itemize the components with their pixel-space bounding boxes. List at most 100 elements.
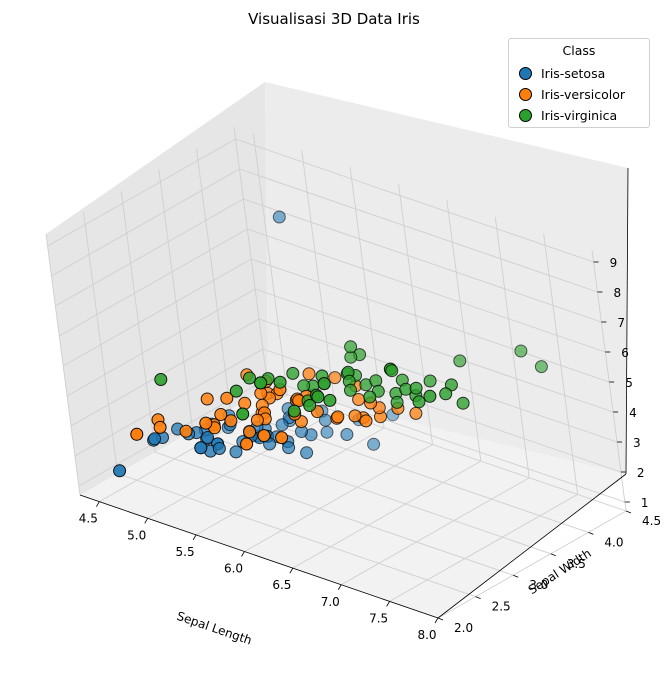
data-point-iris-virginica bbox=[311, 390, 325, 404]
data-point-iris-setosa bbox=[212, 442, 226, 455]
y-tick-label: 4.5 bbox=[642, 514, 661, 528]
y-tick-label: 3.5 bbox=[567, 557, 586, 571]
x-tick-label: 6.5 bbox=[272, 578, 291, 592]
z-axis-line bbox=[625, 167, 629, 475]
x-tick-label: 7.0 bbox=[321, 595, 340, 609]
data-points bbox=[113, 210, 548, 478]
z-tick-label: 9 bbox=[610, 256, 618, 270]
data-point-iris-versicolor bbox=[250, 413, 264, 427]
data-point-iris-setosa bbox=[229, 445, 243, 459]
data-point-iris-virginica bbox=[390, 395, 404, 409]
data-point-iris-versicolor bbox=[130, 427, 144, 441]
x-tick-label: 5.0 bbox=[127, 528, 146, 542]
x-tick-mark bbox=[434, 617, 439, 624]
data-point-iris-versicolor bbox=[409, 406, 423, 420]
x-tick-mark bbox=[241, 551, 245, 557]
y-axis-line bbox=[437, 473, 627, 619]
legend-label-setosa: Iris-setosa bbox=[541, 65, 606, 81]
z-tick-label: 2 bbox=[637, 466, 645, 480]
data-point-iris-virginica bbox=[534, 360, 548, 374]
legend-item-virginica: Iris-virginica bbox=[519, 105, 617, 125]
z-grid-line bbox=[247, 228, 606, 353]
data-point-iris-setosa bbox=[320, 425, 334, 439]
z-grid-line bbox=[55, 198, 244, 307]
data-point-iris-virginica bbox=[286, 366, 300, 380]
y-tick-mark bbox=[437, 617, 444, 621]
x-grid-line bbox=[244, 444, 433, 552]
z-tick-label: 4 bbox=[629, 406, 637, 420]
data-point-iris-versicolor bbox=[240, 437, 254, 451]
y-grid-line bbox=[195, 148, 231, 410]
legend-label-versicolor: Iris-versicolor bbox=[541, 86, 625, 102]
y-grid-line bbox=[120, 191, 156, 453]
x-tick-mark bbox=[96, 501, 100, 507]
data-point-iris-virginica bbox=[344, 383, 357, 397]
data-point-iris-virginica bbox=[412, 395, 426, 409]
z-grid-line bbox=[59, 228, 248, 337]
y-axis-label: Sepal Width bbox=[526, 546, 594, 597]
y-grid-line bbox=[192, 430, 551, 555]
x-axis-line bbox=[79, 494, 439, 619]
z-tick-label: 1 bbox=[641, 496, 649, 510]
data-point-iris-virginica bbox=[423, 389, 437, 403]
data-point-iris-versicolor bbox=[179, 424, 193, 438]
z-tick-label: 8 bbox=[613, 286, 621, 300]
y-tick-mark bbox=[513, 574, 519, 578]
x-tick-mark bbox=[386, 601, 390, 607]
z-tick-label: 6 bbox=[621, 346, 629, 360]
legend-swatch-versicolor bbox=[519, 87, 532, 101]
data-point-iris-virginica bbox=[254, 376, 268, 390]
data-point-iris-versicolor bbox=[214, 408, 228, 421]
legend-swatch-virginica bbox=[519, 108, 532, 122]
data-point-iris-virginica bbox=[453, 354, 467, 368]
z-grid-line bbox=[262, 348, 622, 473]
x-tick-label: 6.0 bbox=[224, 562, 243, 576]
z-grid-line bbox=[74, 348, 264, 457]
y-grid-line bbox=[155, 451, 514, 576]
y-grid-line bbox=[233, 126, 269, 389]
data-point-iris-setosa bbox=[272, 210, 286, 224]
data-point-iris-virginica bbox=[423, 374, 437, 388]
data-point-iris-versicolor bbox=[257, 429, 271, 443]
x-tick-mark bbox=[289, 567, 294, 574]
data-point-iris-versicolor bbox=[224, 414, 238, 428]
legend-item-versicolor: Iris-versicolor bbox=[519, 84, 625, 104]
data-point-iris-versicolor bbox=[359, 414, 373, 428]
data-point-iris-virginica bbox=[243, 371, 256, 385]
data-point-iris-virginica bbox=[369, 374, 383, 388]
data-point-iris-virginica bbox=[514, 344, 528, 358]
legend-title: Class bbox=[562, 43, 596, 58]
data-point-iris-virginica bbox=[385, 364, 399, 378]
x-grid-line bbox=[292, 460, 482, 569]
y-grid-line bbox=[230, 408, 589, 533]
x-tick-label: 7.5 bbox=[369, 611, 388, 625]
legend-swatch-setosa bbox=[519, 66, 532, 80]
data-point-iris-versicolor bbox=[153, 420, 167, 434]
data-point-iris-virginica bbox=[297, 379, 311, 393]
z-grid-line bbox=[243, 198, 602, 323]
chart-title: Visualisasi 3D Data Iris bbox=[248, 10, 420, 28]
data-point-iris-setosa bbox=[194, 441, 208, 455]
tick-marks: 4.5 5.0 5.5 6.0 6.5 7.0 7.5 8.0 2.0 2.5 3.0 3.5 4.0 4… bbox=[79, 167, 661, 642]
y-grid-line bbox=[45, 233, 81, 496]
x-grid-line bbox=[591, 249, 627, 512]
data-point-iris-versicolor bbox=[220, 391, 234, 405]
z-grid-line bbox=[258, 318, 618, 443]
x-tick-label: 5.5 bbox=[176, 545, 195, 559]
data-point-iris-versicolor bbox=[243, 425, 257, 439]
y-tick-label: 3.0 bbox=[529, 578, 548, 592]
data-point-iris-virginica bbox=[236, 407, 250, 421]
y-tick-mark bbox=[625, 510, 632, 514]
data-point-iris-virginica bbox=[344, 340, 358, 354]
data-point-iris-setosa bbox=[113, 464, 127, 478]
z-grid-line bbox=[62, 258, 252, 367]
data-point-iris-setosa bbox=[148, 432, 162, 446]
x-grid-line bbox=[195, 427, 385, 536]
z-grid-line bbox=[51, 168, 240, 277]
y-grid-line bbox=[158, 169, 194, 431]
y-tick-mark bbox=[588, 532, 594, 535]
z-grid-line bbox=[251, 258, 610, 383]
data-point-iris-virginica bbox=[229, 384, 243, 398]
x-grid-line bbox=[446, 200, 482, 462]
